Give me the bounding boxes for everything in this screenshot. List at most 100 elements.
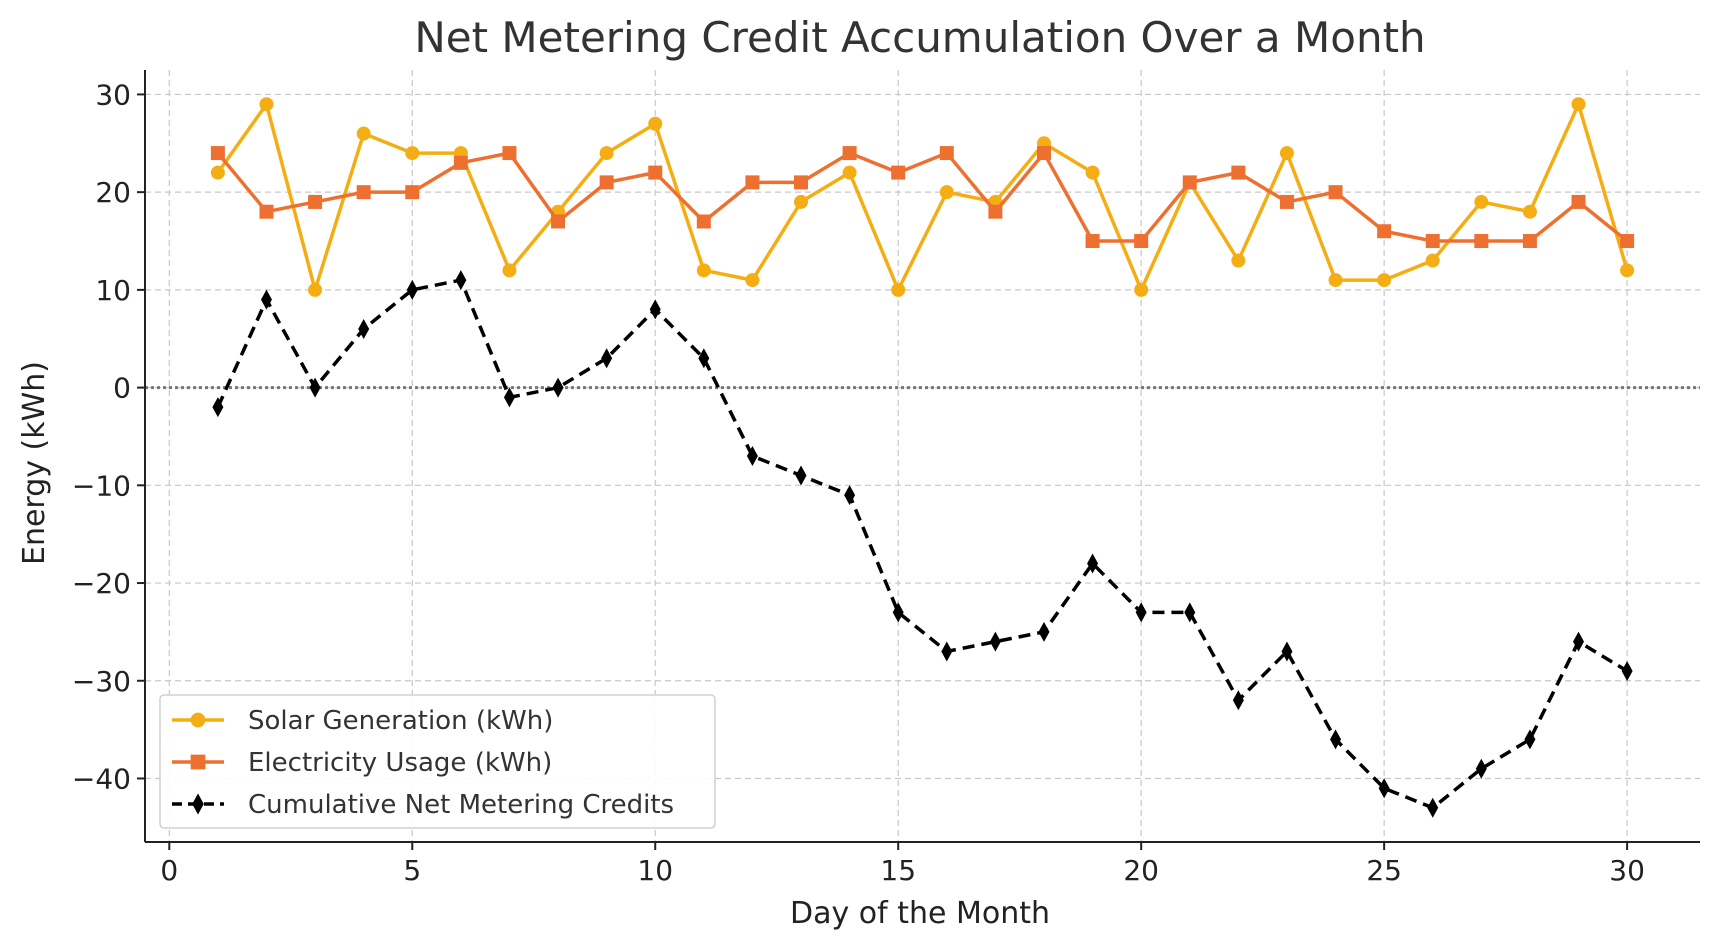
data-point [599, 175, 614, 190]
data-point [1085, 234, 1100, 249]
data-point [891, 165, 906, 180]
data-point [1330, 729, 1342, 750]
chart-title: Net Metering Credit Accumulation Over a … [414, 13, 1425, 62]
data-point [989, 631, 1001, 652]
x-tick-label: 25 [1366, 854, 1402, 887]
series-line [216, 278, 1629, 810]
data-point [1182, 175, 1197, 190]
data-point [552, 377, 564, 398]
data-point [210, 165, 225, 180]
data-point [356, 185, 371, 200]
data-point [455, 270, 467, 291]
data-point [696, 263, 711, 278]
y-tick-label: −10 [72, 469, 131, 502]
data-point [745, 175, 760, 190]
y-tick-label: 10 [95, 274, 131, 307]
data-point [1474, 194, 1489, 209]
data-point [795, 465, 807, 486]
data-point [1475, 758, 1487, 779]
data-point [260, 289, 272, 310]
data-point [356, 126, 371, 141]
data-point [1036, 146, 1051, 161]
y-axis-label: Energy (kWh) [17, 361, 52, 565]
data-point [405, 185, 420, 200]
data-point [1378, 778, 1390, 799]
data-point [503, 387, 515, 408]
data-point [745, 273, 760, 288]
data-point [1328, 185, 1343, 200]
data-point [698, 348, 710, 369]
data-point [891, 282, 906, 297]
legend-entry: Electricity Usage (kWh) [172, 748, 552, 778]
data-point [192, 793, 204, 815]
data-point [599, 146, 614, 161]
data-point [259, 97, 274, 112]
data-point [1620, 234, 1635, 249]
legend-label: Solar Generation (kWh) [248, 706, 553, 736]
data-point [601, 348, 613, 369]
data-point [406, 279, 418, 300]
data-point [502, 263, 517, 278]
data-point [648, 165, 663, 180]
data-point [746, 446, 758, 466]
data-point [648, 116, 663, 131]
series-3 [212, 270, 1633, 818]
data-point [190, 712, 206, 728]
data-point [1524, 729, 1536, 750]
data-point [649, 299, 661, 320]
data-point [1184, 602, 1196, 623]
data-point [190, 754, 206, 770]
data-point [1134, 282, 1149, 297]
data-point [1038, 621, 1050, 642]
data-point [308, 282, 323, 297]
data-point [309, 377, 321, 398]
data-point [358, 318, 370, 339]
data-point [844, 485, 856, 506]
data-point [1474, 234, 1489, 249]
data-point [794, 194, 809, 209]
x-axis-label: Day of the Month [790, 896, 1050, 931]
axes [144, 70, 1700, 843]
y-tick-label: −20 [72, 567, 131, 600]
data-point [1279, 194, 1294, 209]
x-tick-label: 0 [160, 854, 178, 887]
data-point [1231, 253, 1246, 268]
data-point [1573, 631, 1585, 652]
y-tick-label: 20 [95, 176, 131, 209]
data-point [1279, 146, 1294, 161]
x-tick-label: 30 [1609, 854, 1645, 887]
x-tick-label: 10 [637, 854, 673, 887]
tick-labels: 0 5 10 15 20 25 30 −40 −30 −20 −10 0 10 20 30 [72, 78, 1645, 887]
data-point [1425, 234, 1440, 249]
data-point [210, 146, 225, 161]
data-point [1425, 253, 1440, 268]
data-point [259, 204, 274, 219]
data-point [453, 155, 468, 170]
legend-entry: Cumulative Net Metering Credits [172, 790, 674, 820]
legend: Solar Generation (kWh) Electricity Usage … [159, 694, 716, 829]
data-point [988, 204, 1003, 219]
data-point [1427, 797, 1439, 818]
data-point [1231, 165, 1246, 180]
y-tick-label: −40 [72, 762, 131, 795]
x-tick-label: 20 [1123, 854, 1159, 887]
data-point [939, 185, 954, 200]
data-point [308, 194, 323, 209]
data-point [1377, 273, 1392, 288]
data-point [212, 397, 224, 418]
data-point [1232, 690, 1244, 711]
data-point [1087, 553, 1099, 574]
data-point [1377, 224, 1392, 239]
data-point [939, 146, 954, 161]
data-point [842, 165, 857, 180]
data-point [1620, 263, 1635, 278]
series-1 [210, 97, 1635, 297]
series-line [216, 151, 1629, 243]
data-point [1134, 234, 1149, 249]
data-point [405, 146, 420, 161]
data-point [696, 214, 711, 229]
legend-entry: Solar Generation (kWh) [172, 706, 553, 736]
x-tick-label: 5 [403, 854, 421, 887]
data-point [1281, 641, 1293, 662]
data-point [1571, 97, 1586, 112]
